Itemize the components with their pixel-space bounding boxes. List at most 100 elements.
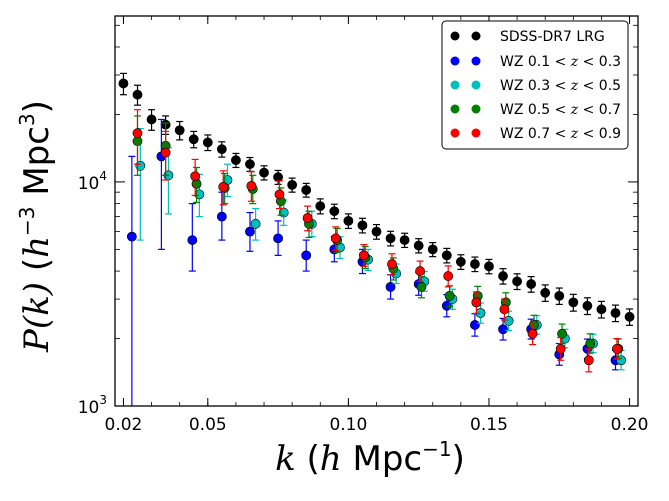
x-tick-label: 0.10 — [329, 415, 367, 435]
data-point — [330, 233, 341, 244]
legend-label-wz-03-05: WZ 0.3 < z < 0.5 — [500, 78, 621, 94]
data-point — [499, 304, 510, 315]
legend-z-hi: 0.3 — [599, 54, 621, 70]
data-point — [416, 282, 427, 292]
legend-entry-wz-03-05: WZ 0.3 < z < 0.5 — [450, 78, 621, 94]
data-point — [484, 261, 494, 272]
y-axis-label-close: ) — [17, 100, 57, 113]
data-point — [470, 259, 480, 269]
data-point — [512, 276, 522, 287]
data-point — [557, 328, 567, 339]
legend-z-lo: 0.5 — [528, 102, 550, 118]
data-point — [529, 320, 539, 330]
legend-prefix: WZ — [500, 78, 528, 94]
y-axis-label-open: ( — [17, 258, 57, 282]
data-point — [568, 297, 579, 308]
data-point — [441, 250, 452, 261]
y-axis-label-unit: Mpc — [17, 126, 57, 206]
x-axis-label-close: ) — [452, 439, 465, 479]
data-point — [555, 343, 566, 354]
data-point — [126, 231, 137, 242]
data-point — [118, 78, 129, 89]
data-point — [554, 290, 565, 301]
data-point — [610, 308, 621, 318]
legend-marker-wz-07-09 — [450, 128, 460, 138]
data-point — [343, 215, 354, 226]
legend-z-lo: 0.1 — [528, 54, 550, 70]
legend-label-wz-05-07: WZ 0.5 < z < 0.7 — [500, 102, 621, 118]
data-point — [387, 259, 397, 269]
y-axis-label-exp2: 3 — [15, 113, 39, 126]
data-point — [415, 266, 425, 276]
series-3 — [132, 115, 624, 360]
legend-marker-sdss — [471, 31, 481, 41]
data-point — [471, 297, 482, 308]
data-point — [301, 250, 312, 261]
x-tick-label: 0.02 — [105, 415, 143, 435]
y-axis: 103 104 — [78, 24, 638, 418]
legend-prefix: WZ — [500, 54, 528, 70]
data-point — [132, 89, 143, 100]
legend-prefix: WZ — [500, 126, 528, 142]
legend-z-lo: 0.3 — [528, 78, 550, 94]
legend-z-hi: 0.7 — [599, 102, 621, 118]
data-point — [583, 355, 594, 366]
legend-marker-wz-01-03 — [450, 56, 460, 66]
legend-marker-wz-03-05 — [450, 80, 460, 90]
y-axis-label: P(k) (h−3 Mpc3) — [15, 100, 57, 353]
x-tick-label: 0.15 — [470, 415, 508, 435]
data-point — [503, 315, 514, 326]
data-point — [527, 328, 538, 339]
series-4 — [132, 109, 622, 373]
series-2 — [135, 127, 627, 371]
data-point — [612, 343, 622, 354]
legend-marker-wz-07-09 — [471, 128, 481, 138]
data-point — [358, 250, 369, 261]
x-axis-label-var: k — [275, 439, 296, 479]
legend-z-hi: 0.9 — [599, 126, 621, 142]
y-axis-label-func: P(k) — [17, 282, 57, 353]
data-point — [301, 185, 312, 195]
legend-marker-sdss — [450, 31, 460, 41]
data-point — [526, 279, 537, 289]
data-point — [444, 290, 455, 301]
data-point — [371, 226, 382, 237]
data-point — [596, 304, 607, 315]
legend-prefix: WZ — [500, 102, 528, 118]
data-point — [385, 233, 396, 244]
x-axis-label-open: ( — [296, 439, 320, 479]
data-point — [187, 235, 198, 245]
legend-z-lo: 0.7 — [528, 126, 550, 142]
data-point — [146, 114, 157, 125]
data-point — [245, 226, 255, 237]
data-point — [190, 171, 201, 182]
data-point — [498, 271, 508, 281]
x-axis-label-h: h — [320, 439, 342, 479]
data-point — [216, 144, 227, 155]
data-point — [273, 172, 283, 183]
data-point — [250, 218, 261, 229]
data-point — [357, 220, 368, 231]
data-point — [216, 211, 227, 222]
legend-marker-wz-05-07 — [450, 104, 460, 114]
x-axis-label-unit: Mpc — [342, 439, 422, 479]
data-point — [470, 320, 480, 330]
data-point — [160, 147, 171, 158]
data-point — [585, 338, 596, 349]
x-axis-label: k (h Mpc−1) — [275, 437, 465, 479]
data-point — [287, 179, 298, 190]
data-point — [582, 300, 593, 311]
legend-label-wz-07-09: WZ 0.7 < z < 0.9 — [500, 126, 621, 142]
legend-entry-sdss: SDSS-DR7 LRG — [450, 29, 605, 45]
data-point — [455, 256, 466, 267]
data-point — [443, 271, 454, 281]
data-point — [329, 206, 340, 217]
legend-label-wz-01-03: WZ 0.1 < z < 0.3 — [500, 54, 621, 70]
legend-entry-wz-07-09: WZ 0.7 < z < 0.9 — [450, 126, 621, 142]
data-point — [188, 134, 199, 145]
data-point — [259, 167, 269, 178]
y-tick-label: 104 — [78, 169, 107, 194]
x-tick-label: 0.05 — [189, 415, 227, 435]
legend: SDSS-DR7 LRG WZ 0.1 < z < 0.3 WZ 0.3 < z… — [441, 20, 629, 150]
